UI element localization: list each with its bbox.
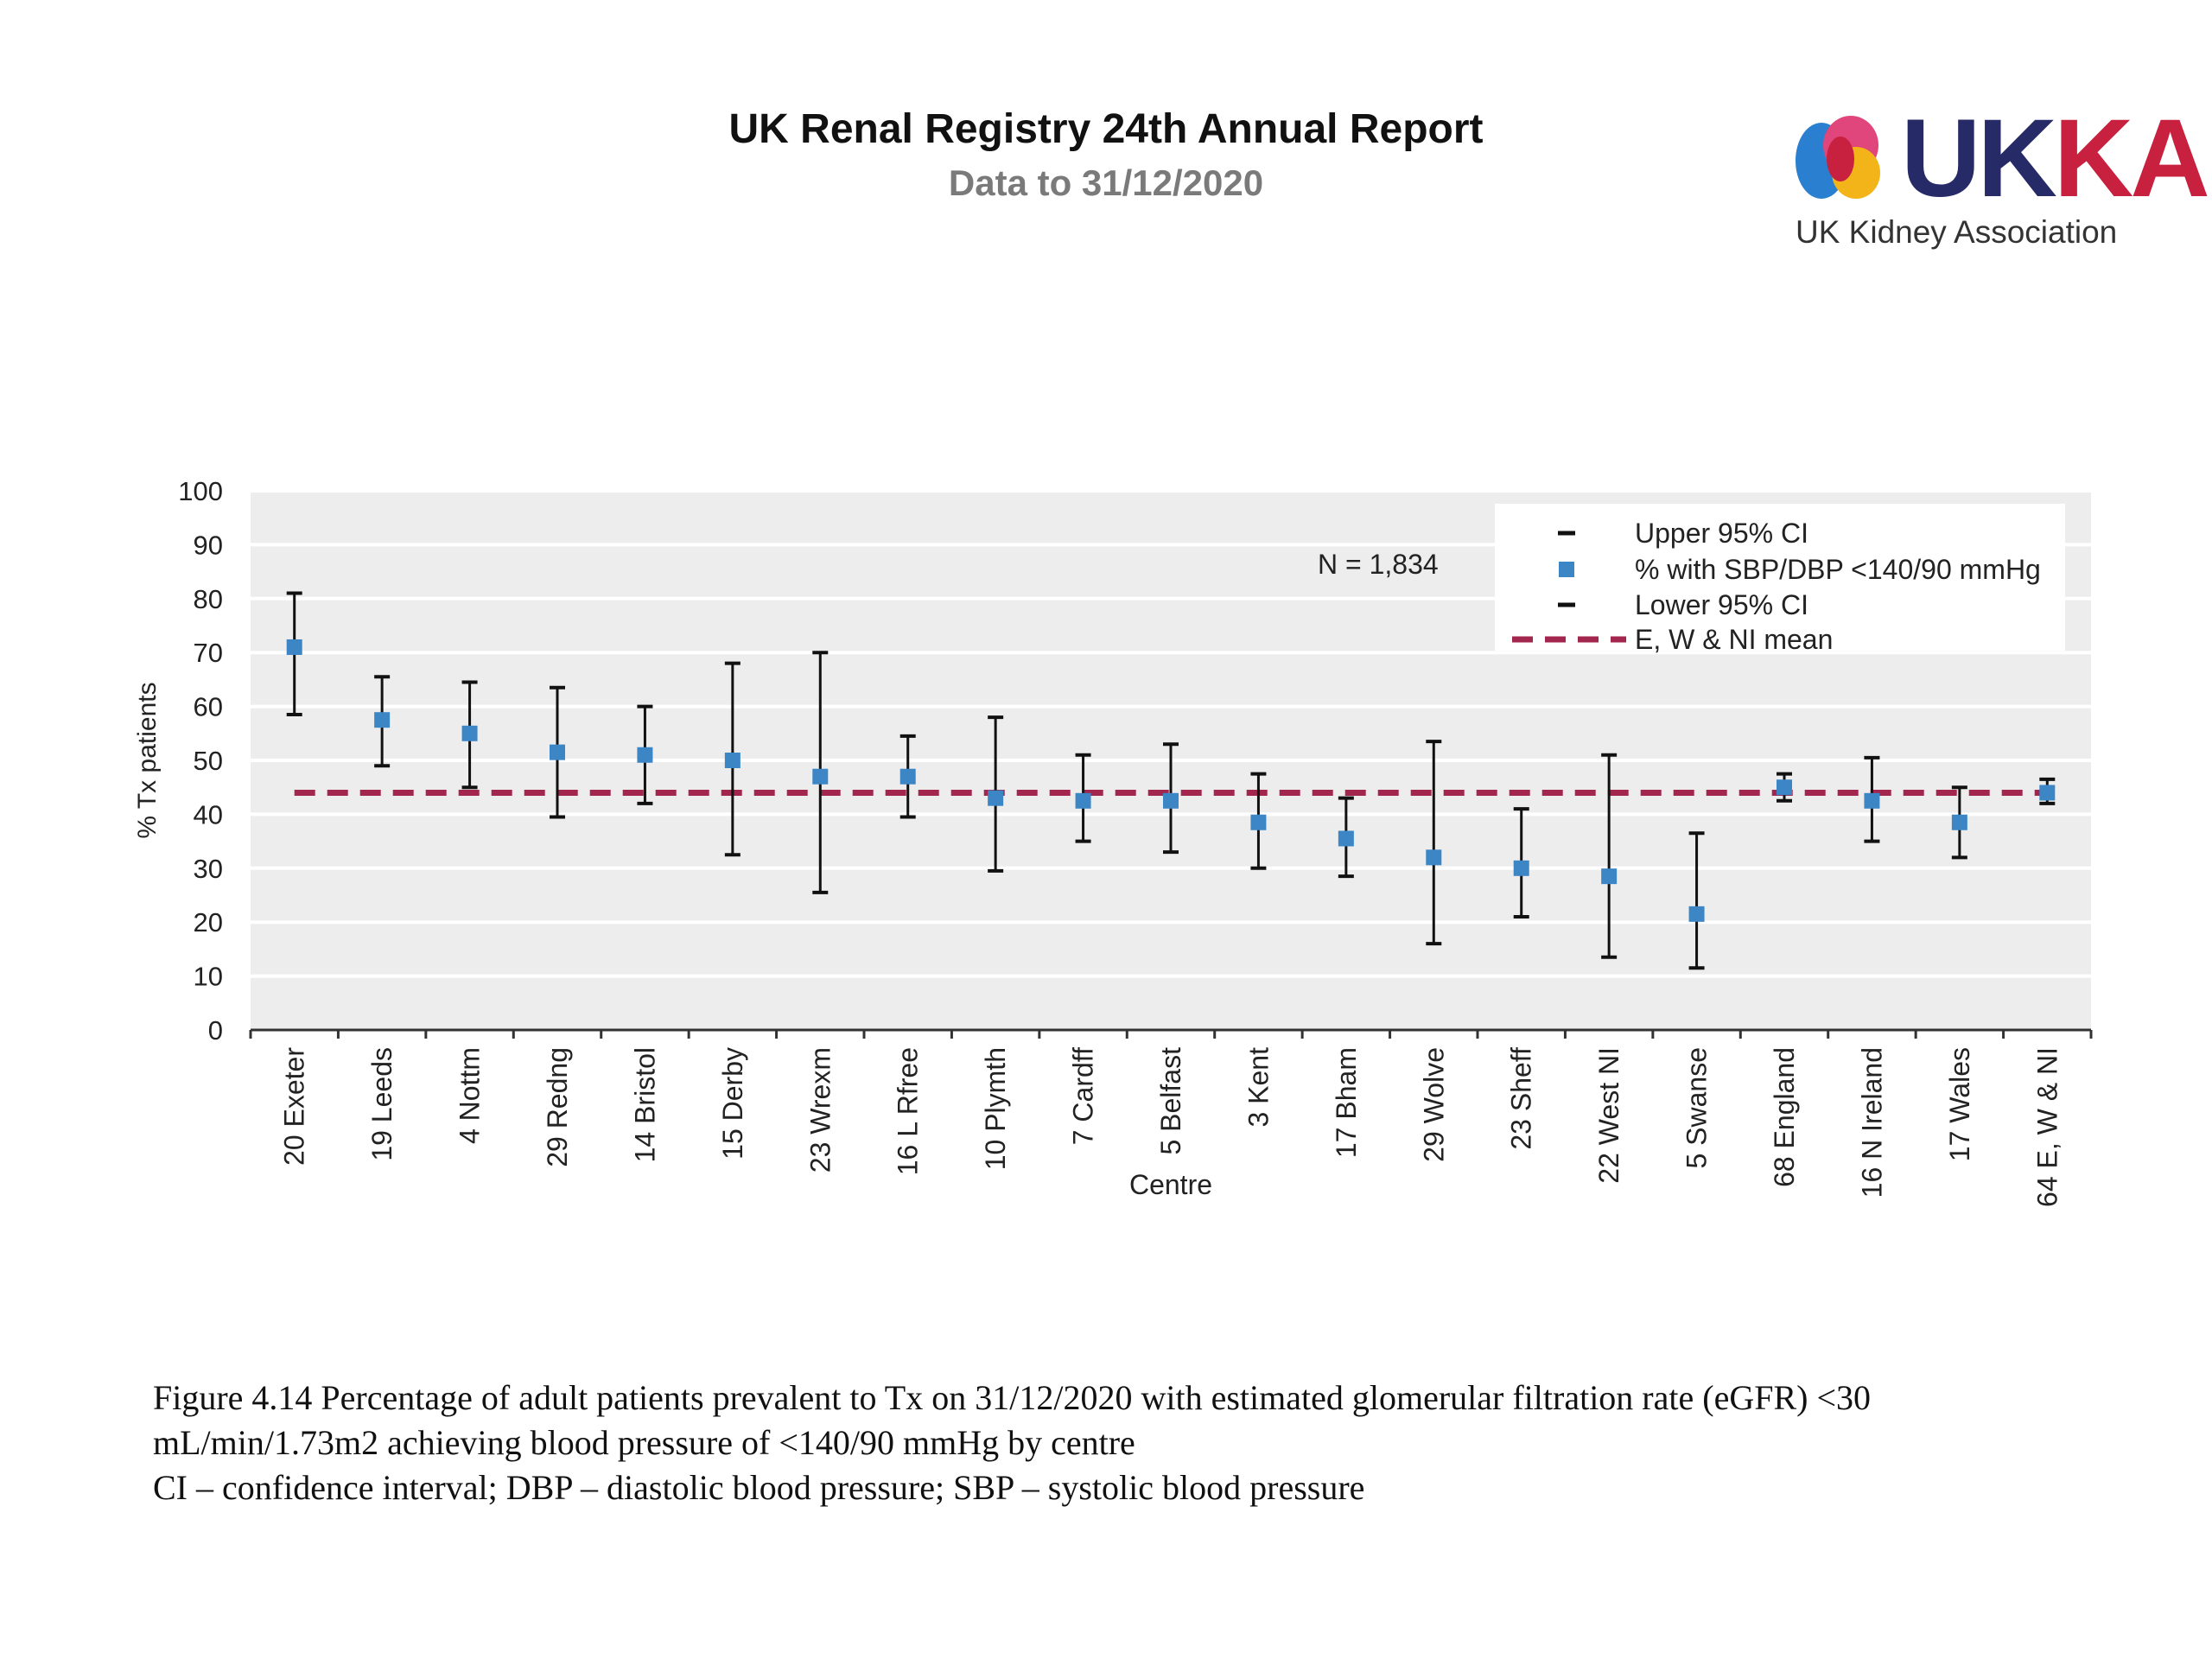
x-tick-label: 4 Nottm — [454, 1047, 486, 1144]
figure-caption: Figure 4.14 Percentage of adult patients… — [153, 1376, 2097, 1510]
x-tick-label: 5 Swanse — [1681, 1047, 1713, 1169]
legend-box — [1495, 504, 2065, 651]
x-axis-title: Centre — [1129, 1169, 1212, 1200]
data-point — [899, 768, 916, 785]
caption-line-1: Figure 4.14 Percentage of adult patients… — [153, 1378, 1872, 1417]
x-tick-label: 17 Bham — [1331, 1047, 1362, 1158]
y-tick-label: 20 — [194, 907, 223, 938]
data-point — [724, 753, 741, 768]
legend-label-upper: Upper 95% CI — [1635, 518, 1808, 549]
data-point — [1075, 792, 1091, 809]
x-tick-label: 23 Sheff — [1506, 1047, 1537, 1150]
legend-label-lower: Lower 95% CI — [1635, 589, 1808, 620]
x-tick-label: 16 N Ireland — [1856, 1047, 1887, 1198]
legend-label-point: % with SBP/DBP <140/90 mmHg — [1635, 554, 2041, 585]
logo-tagline: UK Kidney Association — [1796, 214, 2118, 250]
x-tick-label: 22 West NI — [1593, 1047, 1624, 1184]
data-point — [637, 747, 653, 763]
y-tick-label: 80 — [194, 584, 223, 614]
data-point — [1163, 792, 1179, 809]
y-tick-label: 90 — [194, 530, 223, 560]
axes: 0 10 20 30 40 50 60 70 80 90 100 20 Exeter 19 Leeds 4… — [178, 476, 2093, 1207]
data-point — [1951, 814, 1967, 830]
x-tick-label: 10 Plymth — [980, 1047, 1011, 1170]
y-tick-label: 30 — [194, 854, 223, 884]
data-point — [2039, 785, 2056, 801]
logo-wordmark-ka: KA — [2053, 97, 2210, 220]
legend-label-mean: E, W & NI mean — [1635, 624, 1833, 655]
data-point — [286, 639, 302, 655]
x-tick-label: 17 Wales — [1944, 1047, 1975, 1161]
data-point — [1777, 779, 1792, 796]
report-subtitle: Data to 31/12/2020 — [948, 162, 1264, 203]
data-point — [1688, 906, 1705, 922]
data-point — [812, 768, 829, 785]
legend-swatch-point — [1559, 562, 1574, 577]
data-point — [1513, 860, 1529, 876]
x-tick-label: 29 Redng — [542, 1047, 573, 1167]
x-tick-label: 14 Bristol — [629, 1047, 660, 1162]
ukka-logo-mark-icon — [1796, 116, 1880, 199]
y-axis-title: % Tx patients — [133, 682, 162, 838]
x-tick-label: 29 Wolve — [1418, 1047, 1449, 1162]
y-tick-label: 60 — [194, 692, 223, 722]
report-title: UK Renal Registry 24th Annual Report — [728, 106, 1484, 152]
x-tick-label: 64 E, W & NI — [2031, 1047, 2063, 1207]
data-point — [550, 744, 565, 760]
x-tick-label: 16 L Rfree — [893, 1047, 924, 1175]
y-tick-label: 0 — [208, 1015, 223, 1046]
n-annotation: N = 1,834 — [1318, 549, 1439, 580]
logo-wordmark: UKKA — [1901, 104, 2210, 214]
data-point — [988, 790, 1004, 806]
x-tick-label: 3 Kent — [1243, 1047, 1274, 1128]
x-tick-label: 20 Exeter — [279, 1047, 310, 1166]
data-point — [374, 712, 391, 728]
x-tick-label: 23 Wrexm — [804, 1047, 836, 1173]
legend: Upper 95% CI % with SBP/DBP <140/90 mmHg… — [1495, 504, 2065, 655]
data-point — [1864, 792, 1880, 809]
data-point — [1338, 830, 1354, 847]
logo-wordmark-uk: UK — [1901, 97, 2057, 220]
x-tick-label: 19 Leeds — [366, 1047, 397, 1161]
data-point — [461, 725, 478, 741]
x-tick-label: 15 Derby — [717, 1047, 748, 1160]
caption-line-3: CI – confidence interval; DBP – diastoli… — [153, 1468, 1365, 1507]
data-point — [1426, 849, 1442, 866]
y-tick-label: 40 — [194, 799, 223, 830]
data-point — [1601, 868, 1618, 885]
ukka-logo: UKKA UK Kidney Association — [1789, 104, 2210, 257]
chart-marks — [286, 591, 2056, 970]
data-point — [1250, 814, 1267, 830]
y-tick-label: 50 — [194, 746, 223, 776]
x-tick-label: 68 England — [1769, 1047, 1800, 1187]
y-tick-label: 70 — [194, 638, 223, 668]
x-tick-label: 7 Cardff — [1068, 1047, 1099, 1145]
caption-line-2: mL/min/1.73m2 achieving blood pressure o… — [153, 1423, 1135, 1462]
y-tick-label: 100 — [178, 476, 223, 506]
y-tick-label: 10 — [194, 962, 223, 992]
x-tick-label: 5 Belfast — [1155, 1047, 1186, 1155]
